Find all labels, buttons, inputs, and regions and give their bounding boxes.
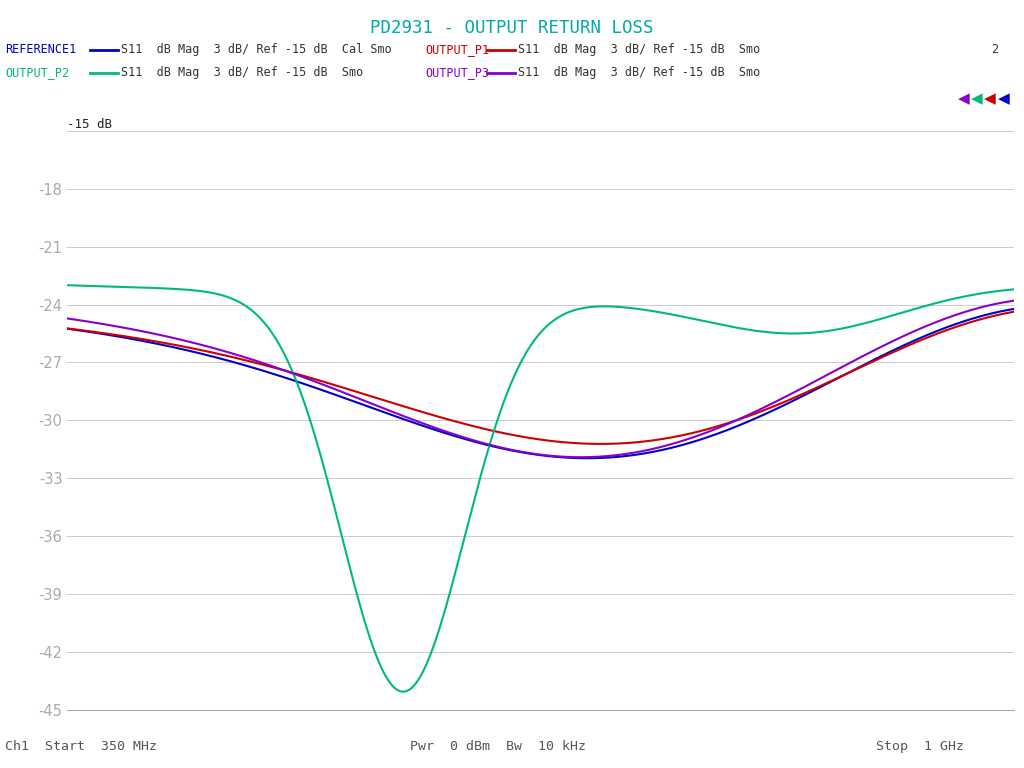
Text: S11  dB Mag  3 dB/ Ref -15 dB  Cal Smo: S11 dB Mag 3 dB/ Ref -15 dB Cal Smo	[121, 44, 391, 56]
Text: Ch1  Start  350 MHz: Ch1 Start 350 MHz	[5, 740, 157, 753]
Text: PD2931 - OUTPUT RETURN LOSS: PD2931 - OUTPUT RETURN LOSS	[371, 19, 653, 37]
Text: ◀: ◀	[957, 91, 970, 106]
Text: 2: 2	[991, 44, 998, 56]
Text: OUTPUT_P1: OUTPUT_P1	[425, 44, 489, 56]
Text: ◀: ◀	[971, 91, 983, 106]
Text: OUTPUT_P2: OUTPUT_P2	[5, 67, 70, 79]
Text: OUTPUT_P3: OUTPUT_P3	[425, 67, 489, 79]
Text: ◀: ◀	[997, 91, 1010, 106]
Text: Stop  1 GHz: Stop 1 GHz	[876, 740, 964, 753]
Text: S11  dB Mag  3 dB/ Ref -15 dB  Smo: S11 dB Mag 3 dB/ Ref -15 dB Smo	[518, 67, 761, 79]
Text: ◀: ◀	[984, 91, 996, 106]
Text: REFERENCE1: REFERENCE1	[5, 44, 77, 56]
Text: S11  dB Mag  3 dB/ Ref -15 dB  Smo: S11 dB Mag 3 dB/ Ref -15 dB Smo	[121, 67, 364, 79]
Text: -15 dB: -15 dB	[67, 118, 112, 131]
Text: Pwr  0 dBm  Bw  10 kHz: Pwr 0 dBm Bw 10 kHz	[410, 740, 586, 753]
Text: S11  dB Mag  3 dB/ Ref -15 dB  Smo: S11 dB Mag 3 dB/ Ref -15 dB Smo	[518, 44, 761, 56]
